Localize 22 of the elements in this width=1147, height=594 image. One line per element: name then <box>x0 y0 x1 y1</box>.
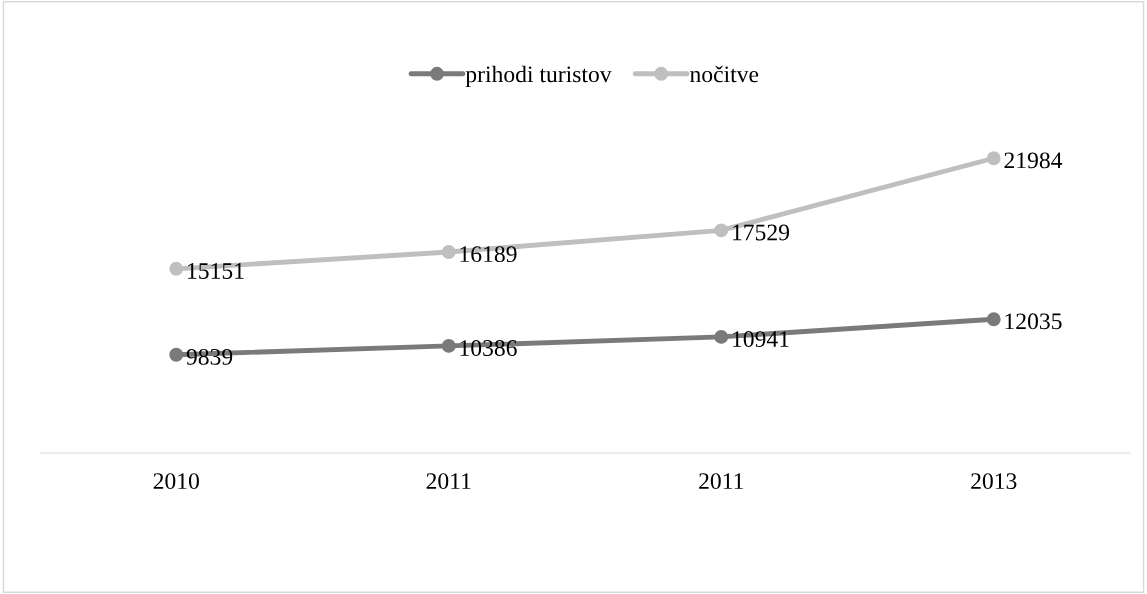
x-tick-label: 2010 <box>153 473 199 490</box>
data-label: 10941 <box>733 331 789 347</box>
point <box>441 338 456 353</box>
point <box>169 261 184 276</box>
legend-label: nočitve <box>690 65 759 83</box>
data-label: 15151 <box>188 263 244 279</box>
data-label: 21984 <box>1004 152 1063 169</box>
point <box>169 347 184 362</box>
point <box>986 312 1001 327</box>
point <box>986 151 1001 166</box>
x-tick-label: 2011 <box>699 473 743 490</box>
point <box>714 223 729 238</box>
point <box>441 245 456 259</box>
x-tick-label: 2011 <box>426 473 471 490</box>
data-label: 12035 <box>1005 313 1062 330</box>
data-label: 16189 <box>460 246 517 263</box>
legend-label: prihodi turistov <box>465 65 612 88</box>
x-tick-label: 2013 <box>971 473 1017 490</box>
data-label: 17529 <box>733 224 790 241</box>
data-label: 9839 <box>186 348 233 365</box>
point <box>714 329 729 344</box>
data-label: 10386 <box>460 340 517 356</box>
